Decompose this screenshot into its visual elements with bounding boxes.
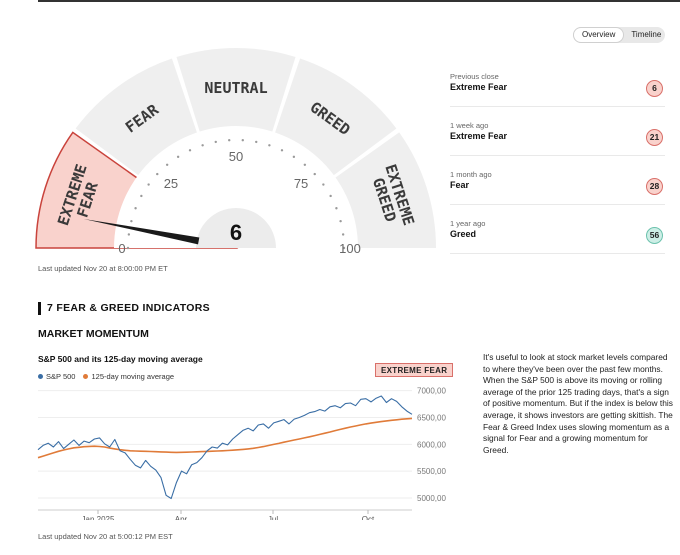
gauge-scale-label: 100: [339, 241, 361, 256]
gauge-needle: [83, 218, 200, 245]
history-period: 1 week ago: [450, 121, 489, 130]
gauge-scale-label: 50: [229, 149, 243, 164]
history-score-badge: 56: [646, 227, 663, 244]
history-divider: [450, 106, 665, 107]
gauge-scale-dot: [303, 163, 307, 166]
view-toggle[interactable]: Overview Timeline: [573, 27, 665, 43]
timeline-tab[interactable]: Timeline: [631, 30, 662, 39]
gauge-scale-dot: [339, 219, 342, 223]
history-score-badge: 21: [646, 129, 663, 146]
history-item: 1 year ago Greed 56: [450, 219, 665, 254]
history-rating: Fear: [450, 180, 470, 190]
sp500-line: [37, 395, 413, 500]
top-rule: [38, 0, 680, 2]
y-tick-label: 7000,00: [417, 387, 446, 396]
momentum-chart: 7000,00 6500,00 6000,00 5500,00 5000,00 Jan 2…: [37, 387, 446, 520]
y-tick-label: 6500,00: [417, 414, 446, 423]
gauge-last-updated: Last updated Nov 20 at 8:00:00 PM ET: [38, 264, 168, 273]
gauge-scale-label: 75: [294, 176, 308, 191]
gauge-scale-dot: [342, 246, 346, 250]
gauge-scale-dot: [147, 183, 150, 186]
legend-sp500-swatch: [38, 374, 43, 379]
gauge-scale-label: 0: [118, 241, 125, 256]
history-period: 1 month ago: [450, 170, 492, 179]
gauge-scale-dot: [130, 219, 133, 223]
y-tick-label: 5000,00: [417, 494, 446, 503]
indicator-description: It's useful to look at stock market leve…: [483, 352, 673, 455]
legend-sp500-label: S&P 500: [46, 372, 76, 381]
x-tick-label: Jan 2025: [82, 515, 115, 520]
section-marker: [38, 302, 41, 315]
gauge-scale-dot: [165, 163, 169, 166]
history-divider: [450, 155, 665, 156]
chart-legend: S&P 500 125-day moving average: [38, 372, 174, 381]
gauge-scale-dot: [280, 149, 284, 152]
gauge-scale-dot: [127, 233, 131, 236]
history-score-badge: 28: [646, 178, 663, 195]
gauge-scale-dot: [329, 194, 332, 198]
x-tick-label: Oct: [362, 515, 375, 520]
momentum-rating-badge: EXTREME FEAR: [375, 363, 454, 377]
legend-sp500: S&P 500: [38, 372, 75, 381]
gauge-scale-dot: [313, 172, 316, 176]
gauge-scale-label: 25: [164, 176, 178, 191]
gauge-scale-dot: [341, 233, 345, 236]
fear-greed-gauge: EXTREMEFEARFEARNEUTRALGREEDEXTREMEGREED0…: [35, 48, 436, 256]
x-tick-label: Jul: [268, 515, 278, 520]
history-rating: Greed: [450, 229, 477, 239]
gauge-segment-label: NEUTRAL: [204, 79, 267, 97]
y-tick-label: 6000,00: [417, 440, 446, 449]
moving-average-line: [37, 417, 413, 459]
overview-tab[interactable]: Overview: [574, 28, 624, 42]
history-period: 1 year ago: [450, 219, 486, 228]
history-item: 1 week ago Extreme Fear 21: [450, 121, 665, 156]
legend-ma-label: 125-day moving average: [91, 372, 175, 381]
gauge-scale-dot: [322, 183, 325, 186]
gauge-scale-dot: [201, 144, 204, 147]
gauge-scale-dot: [241, 139, 244, 142]
history-divider: [450, 253, 665, 254]
history-divider: [450, 204, 665, 205]
history-rating: Extreme Fear: [450, 82, 508, 92]
gauge-scale-dot: [156, 172, 159, 176]
gauge-scale-dot: [176, 155, 180, 159]
history-rating: Extreme Fear: [450, 131, 508, 141]
history-item: 1 month ago Fear 28: [450, 170, 665, 205]
legend-ma: 125-day moving average: [83, 372, 174, 381]
chart-last-updated: Last updated Nov 20 at 5:00:12 PM EST: [38, 532, 173, 541]
history-item: Previous close Extreme Fear 6: [450, 72, 665, 107]
gauge-scale-dot: [188, 149, 192, 152]
y-tick-label: 5500,00: [417, 467, 446, 476]
section-title: 7 FEAR & GREED INDICATORS: [47, 302, 210, 314]
indicator-title: MARKET MOMENTUM: [38, 328, 149, 340]
gauge-inner: [114, 126, 358, 248]
gauge-scale-dot: [335, 207, 338, 210]
gauge-scale-dot: [126, 246, 130, 250]
gauge-scale-dot: [214, 140, 217, 144]
legend-ma-swatch: [83, 374, 89, 379]
gauge-scale-dot: [292, 155, 296, 159]
gauge-scale-dot: [134, 207, 137, 210]
gauge-scale-dot: [268, 144, 271, 147]
history-period: Previous close: [450, 72, 499, 81]
gauge-scale-dot: [255, 140, 258, 144]
gauge-scale-dot: [228, 139, 231, 142]
history-score-badge: 6: [646, 80, 663, 97]
chart-title: S&P 500 and its 125-day moving average: [38, 354, 203, 364]
gauge-hub: [196, 208, 276, 248]
gauge-value: 6: [230, 220, 242, 245]
gauge-scale-dot: [140, 194, 143, 198]
x-tick-label: Apr: [175, 515, 188, 520]
